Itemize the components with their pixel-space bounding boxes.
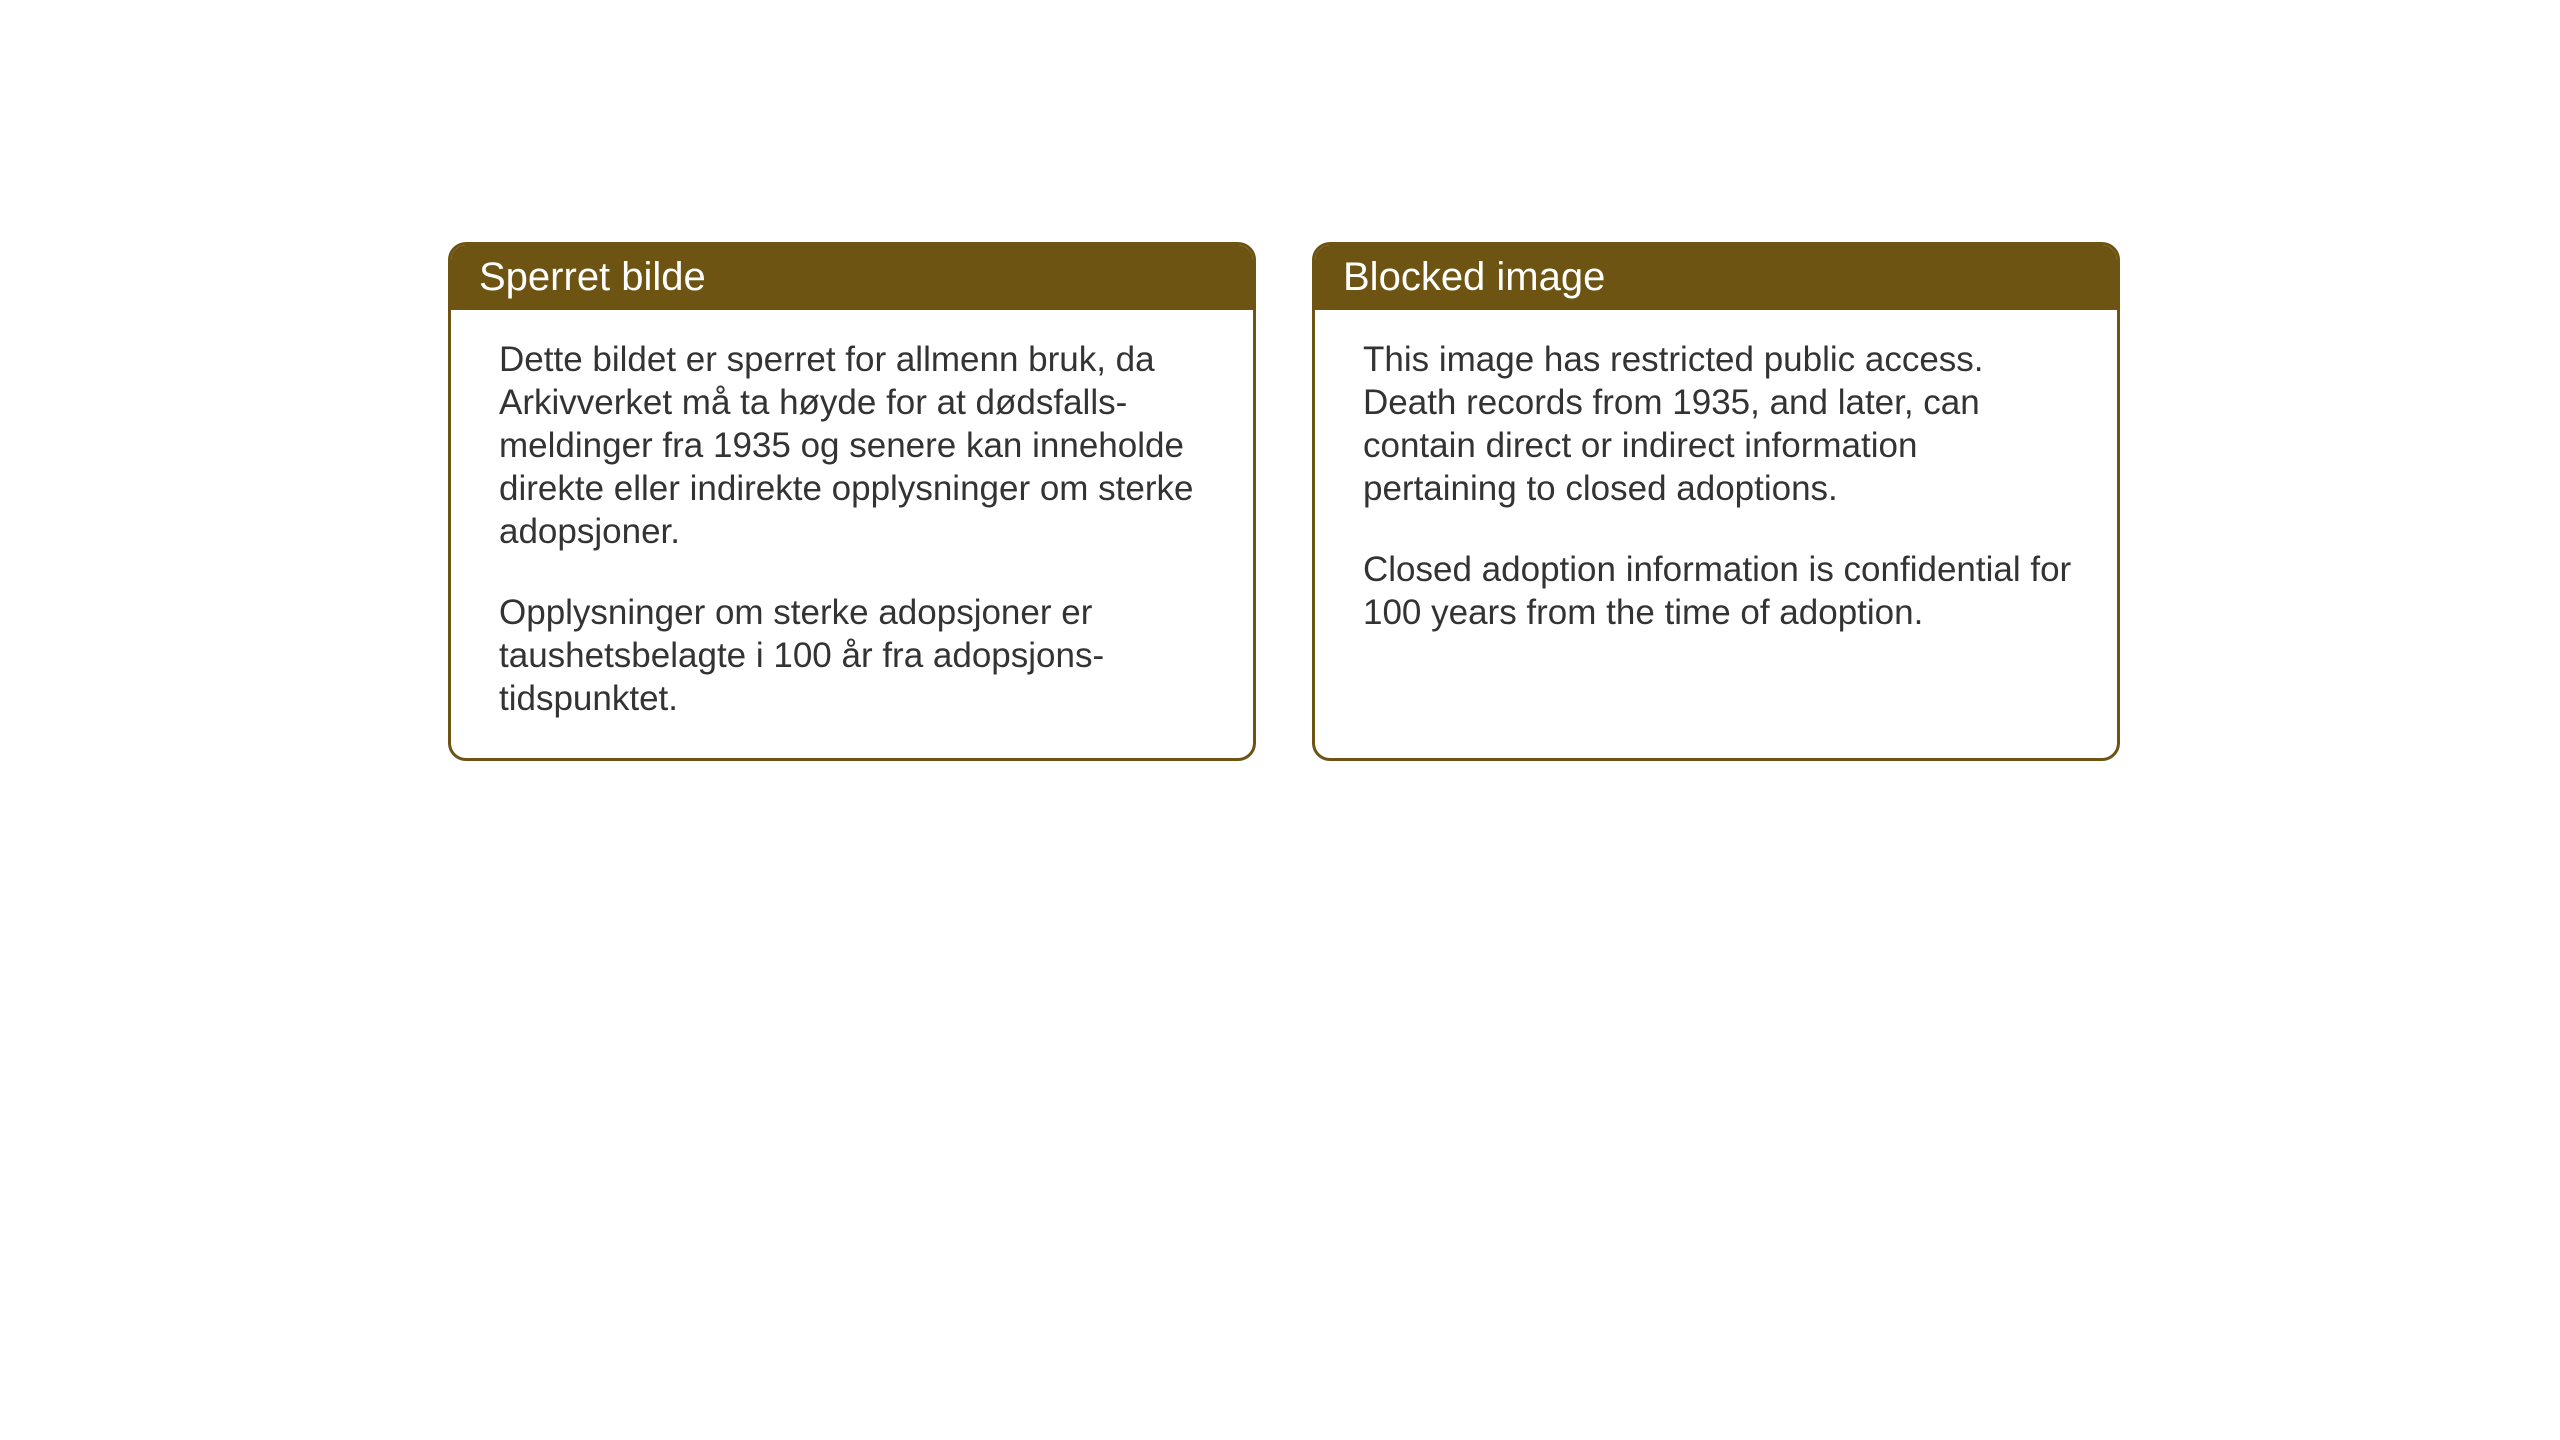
norwegian-notice-card: Sperret bilde Dette bildet er sperret fo… [448, 242, 1256, 761]
norwegian-paragraph-1: Dette bildet er sperret for allmenn bruk… [499, 338, 1215, 553]
english-card-body: This image has restricted public access.… [1315, 310, 2117, 672]
english-notice-card: Blocked image This image has restricted … [1312, 242, 2120, 761]
english-paragraph-1: This image has restricted public access.… [1363, 338, 2079, 510]
norwegian-card-title: Sperret bilde [451, 245, 1253, 310]
norwegian-paragraph-2: Opplysninger om sterke adopsjoner er tau… [499, 591, 1215, 720]
english-paragraph-2: Closed adoption information is confident… [1363, 548, 2079, 634]
english-card-title: Blocked image [1315, 245, 2117, 310]
notice-cards-container: Sperret bilde Dette bildet er sperret fo… [448, 242, 2120, 761]
norwegian-card-body: Dette bildet er sperret for allmenn bruk… [451, 310, 1253, 758]
